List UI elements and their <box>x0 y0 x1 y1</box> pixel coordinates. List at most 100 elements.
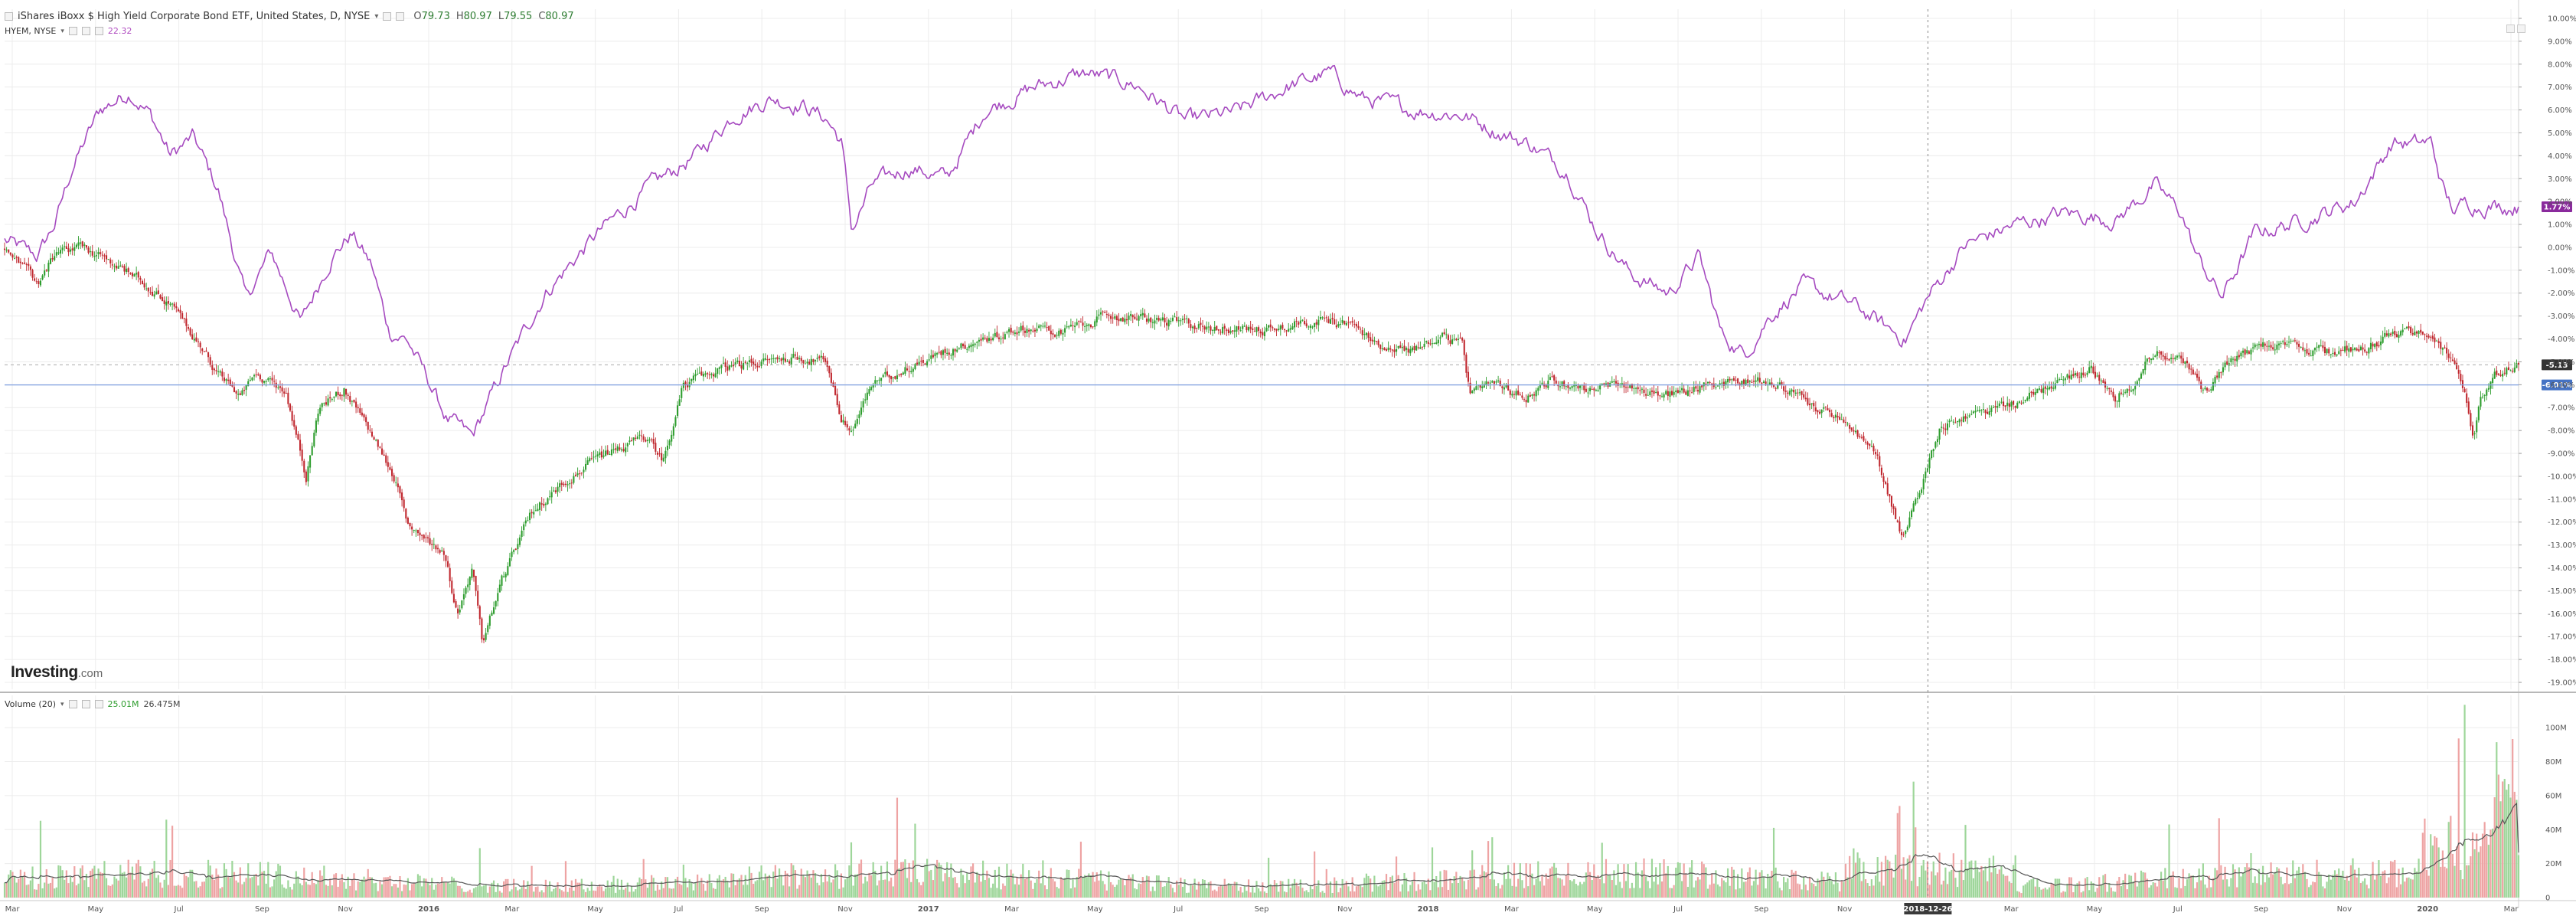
volume-bar <box>2441 850 2444 898</box>
candle-body <box>1533 394 1536 396</box>
volume-bar <box>44 882 46 898</box>
candle-body <box>1798 392 1801 394</box>
close-icon[interactable] <box>94 700 103 708</box>
candle-body <box>345 388 348 395</box>
candle-body <box>35 281 38 283</box>
candle-body <box>1946 423 1949 430</box>
maximize-pane-button[interactable] <box>2506 25 2515 33</box>
candle-body <box>2260 343 2262 347</box>
candle-body <box>2060 379 2062 381</box>
candle-body <box>615 448 617 450</box>
chevron-down-icon[interactable]: ▾ <box>60 700 64 708</box>
settings-icon[interactable] <box>81 700 90 708</box>
x-tick-label: 2020 <box>2417 905 2438 914</box>
volume-bar <box>1978 872 1980 898</box>
candle-body <box>976 342 978 343</box>
settings-icon[interactable] <box>396 12 405 21</box>
volume-bar <box>1089 875 1092 898</box>
volume-bar <box>564 861 567 898</box>
candle-body <box>1511 394 1513 396</box>
candle-body <box>431 544 433 545</box>
candle-body <box>426 537 429 538</box>
candle-body <box>1860 437 1863 438</box>
chevron-down-icon[interactable]: ▾ <box>374 12 379 21</box>
eye-icon[interactable] <box>383 12 392 21</box>
volume-bar <box>451 876 453 898</box>
candle-body <box>1099 312 1102 315</box>
volume-bar <box>1406 878 1408 898</box>
volume-bar <box>2108 883 2111 898</box>
volume-bar <box>400 891 403 898</box>
candle-body <box>1539 384 1541 388</box>
candle-body <box>540 503 543 505</box>
volume-bar <box>1896 813 1899 898</box>
volume-bar <box>1784 882 1787 898</box>
volume-bar <box>1643 858 1645 898</box>
candle-body <box>792 354 795 358</box>
volume-bar <box>1874 875 1877 898</box>
candle-body <box>1637 387 1639 390</box>
volume-bar <box>471 892 473 898</box>
candle-body <box>1613 381 1615 383</box>
volume-bar <box>2158 880 2160 898</box>
volume-bar <box>2200 880 2202 898</box>
volume-bar <box>2384 870 2386 898</box>
candle-body <box>1361 330 1363 335</box>
volume-bar <box>459 885 461 898</box>
candle-body <box>2032 391 2035 395</box>
volume-bar <box>1954 878 1957 898</box>
candle-body <box>1131 315 1134 318</box>
volume-bar <box>1992 855 1995 898</box>
eye-icon[interactable] <box>68 700 77 708</box>
candle-body <box>21 263 24 264</box>
volume-bar <box>2457 738 2460 898</box>
volume-bar <box>1931 871 1933 898</box>
candle-body <box>635 437 637 439</box>
volume-bar <box>1007 876 1010 898</box>
candle-body <box>1748 381 1751 382</box>
volume-bar <box>1649 888 1651 898</box>
volume-bar <box>750 872 753 898</box>
volume-bar <box>2369 874 2372 898</box>
candle-body <box>2476 420 2478 433</box>
candle-body <box>1922 479 1925 489</box>
candle-body <box>1827 408 1829 410</box>
volume-bar <box>219 888 221 898</box>
volume-bar <box>65 870 67 898</box>
volume-bar <box>1227 883 1230 898</box>
candle-body <box>894 376 896 379</box>
volume-bar <box>764 873 766 898</box>
volume-bar <box>694 882 697 898</box>
close-pane-button[interactable] <box>2517 25 2525 33</box>
candle-body <box>2198 376 2200 381</box>
volume-bar <box>1084 875 1086 898</box>
settings-icon[interactable] <box>81 27 90 35</box>
volume-bar <box>2414 868 2416 898</box>
volume-bar <box>18 878 20 898</box>
collapse-icon[interactable] <box>5 12 13 21</box>
candle-body <box>329 397 331 399</box>
candle-body <box>820 355 822 358</box>
candle-body <box>1120 318 1122 321</box>
candle-body <box>235 391 237 394</box>
candle-body <box>924 363 926 365</box>
candle-body <box>1977 410 1979 411</box>
volume-bar <box>1925 870 1927 898</box>
candle-body <box>359 408 361 414</box>
close-icon[interactable] <box>94 27 103 35</box>
chevron-down-icon[interactable]: ▾ <box>60 27 64 35</box>
candle-body <box>1967 417 1969 419</box>
candle-body <box>2160 351 2163 355</box>
candle-body <box>586 460 589 465</box>
volume-bar <box>2220 865 2222 898</box>
volume-bar <box>1885 855 1887 898</box>
volume-bar <box>740 875 743 898</box>
eye-icon[interactable] <box>68 27 77 35</box>
volume-bar <box>1839 891 1841 898</box>
candle-body <box>2507 367 2510 370</box>
candle-body <box>1252 328 1254 330</box>
volume-bar <box>257 885 260 898</box>
volume-bar <box>1970 860 1973 898</box>
volume-bar <box>936 859 939 898</box>
